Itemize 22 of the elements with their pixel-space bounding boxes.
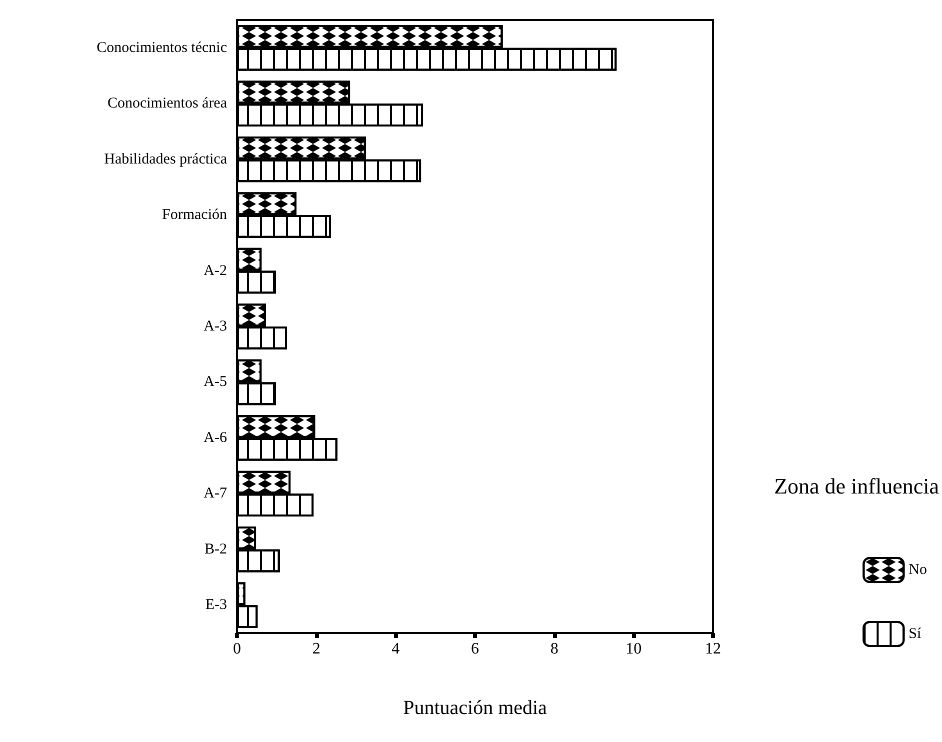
- x-tick-label: 4: [392, 640, 400, 658]
- y-tick-label: A-2: [204, 262, 227, 279]
- y-tick-label: Conocimientos área: [107, 96, 228, 112]
- y-tick-label: Formación: [162, 207, 228, 224]
- x-tick-label: 10: [626, 640, 642, 658]
- legend-label: No: [908, 562, 928, 578]
- y-tick-label: Conocimientos técnic: [96, 40, 228, 56]
- x-tick-label: 6: [471, 640, 479, 658]
- y-tick-label: A-6: [204, 430, 228, 446]
- y-tick-label: A-3: [204, 318, 227, 334]
- y-tick-label: A-5: [204, 374, 227, 390]
- y-tick-label: A-7: [204, 486, 228, 502]
- y-tick-label: E-3: [205, 597, 227, 614]
- x-tick-label: 12: [705, 640, 721, 658]
- legend-title: Zona de influencia: [774, 474, 940, 498]
- x-axis-title: Puntuación media: [403, 697, 548, 719]
- y-tick-label: B-2: [204, 541, 227, 558]
- x-tick-label: 2: [312, 640, 320, 658]
- y-tick-label: Habilidades práctica: [104, 151, 228, 168]
- x-tick-label: 0: [233, 640, 241, 658]
- x-tick-label: 8: [550, 640, 558, 658]
- legend-label: Sí: [908, 626, 922, 642]
